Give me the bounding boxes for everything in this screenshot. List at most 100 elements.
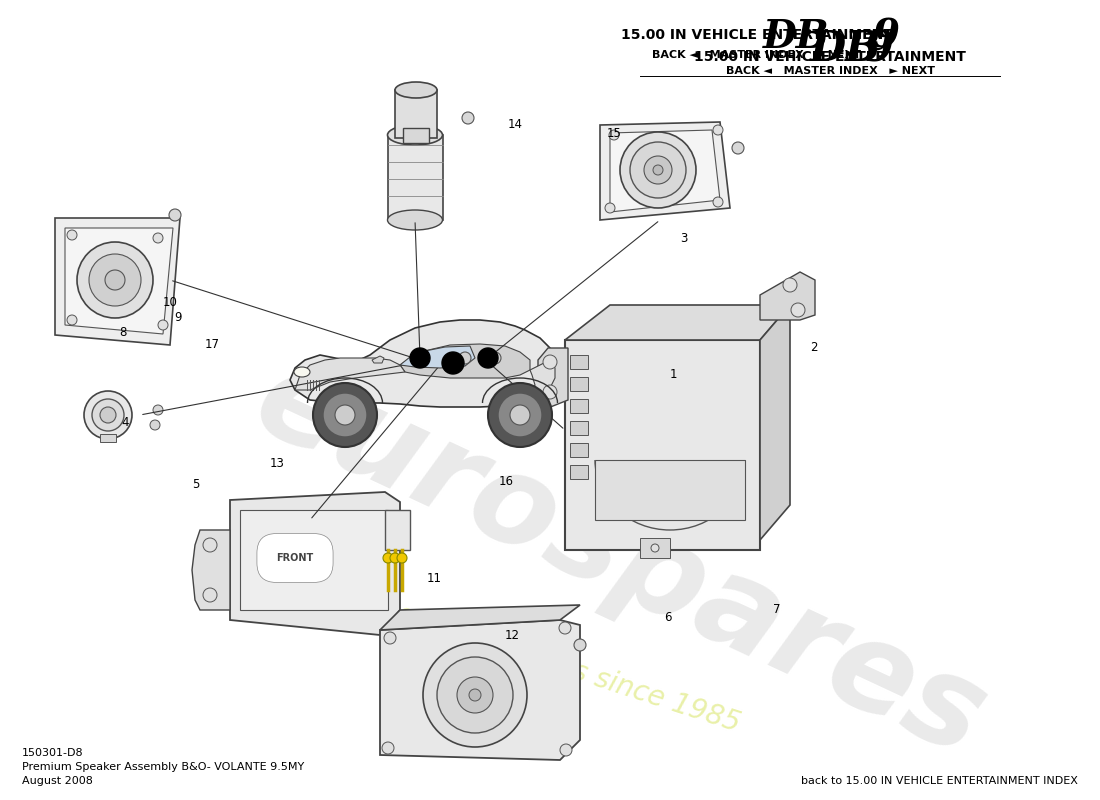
Circle shape <box>732 142 744 154</box>
Circle shape <box>437 657 513 733</box>
Polygon shape <box>379 605 580 630</box>
Circle shape <box>605 203 615 213</box>
Circle shape <box>77 242 153 318</box>
Text: 14: 14 <box>507 118 522 131</box>
Circle shape <box>104 270 125 290</box>
Text: 15.00 IN VEHICLE ENTERTAINMENT: 15.00 IN VEHICLE ENTERTAINMENT <box>694 50 966 64</box>
Text: August 2008: August 2008 <box>22 776 92 786</box>
Text: 150301-D8: 150301-D8 <box>22 748 84 758</box>
Circle shape <box>456 677 493 713</box>
Text: BACK ◄   MASTER INDEX   ► NEXT: BACK ◄ MASTER INDEX ► NEXT <box>652 50 861 60</box>
Polygon shape <box>55 218 180 345</box>
Polygon shape <box>290 320 560 407</box>
Bar <box>388 135 443 220</box>
Circle shape <box>384 632 396 644</box>
Text: 13: 13 <box>270 458 285 470</box>
Circle shape <box>478 348 498 368</box>
Bar <box>100 434 116 442</box>
Bar <box>385 510 410 550</box>
Circle shape <box>323 393 367 437</box>
Polygon shape <box>610 130 720 212</box>
Circle shape <box>574 639 586 651</box>
Text: 9: 9 <box>865 28 894 70</box>
Circle shape <box>153 233 163 243</box>
Polygon shape <box>760 272 815 320</box>
Circle shape <box>397 553 407 563</box>
Polygon shape <box>400 344 530 378</box>
Circle shape <box>100 407 116 423</box>
Text: Premium Speaker Assembly B&O- VOLANTE 9.5MY: Premium Speaker Assembly B&O- VOLANTE 9.… <box>22 762 305 772</box>
Circle shape <box>158 320 168 330</box>
Circle shape <box>644 156 672 184</box>
Polygon shape <box>295 358 405 390</box>
Circle shape <box>713 197 723 207</box>
Text: 16: 16 <box>498 475 514 488</box>
Text: FRONT: FRONT <box>276 553 314 563</box>
Circle shape <box>651 544 659 552</box>
Text: a passion for parts since 1985: a passion for parts since 1985 <box>337 582 744 738</box>
Polygon shape <box>565 305 790 340</box>
Circle shape <box>713 125 723 135</box>
Circle shape <box>791 303 805 317</box>
Circle shape <box>559 622 571 634</box>
Circle shape <box>336 405 355 425</box>
Polygon shape <box>538 348 568 408</box>
Text: 15.00 IN VEHICLE ENTERTAINMENT: 15.00 IN VEHICLE ENTERTAINMENT <box>621 28 893 42</box>
Bar <box>565 340 760 550</box>
Ellipse shape <box>387 210 442 230</box>
Text: 12: 12 <box>505 629 520 642</box>
Text: DB: DB <box>763 18 830 56</box>
Polygon shape <box>760 305 790 540</box>
Polygon shape <box>379 620 580 760</box>
Text: 6: 6 <box>664 611 671 624</box>
Circle shape <box>630 142 686 198</box>
Circle shape <box>560 744 572 756</box>
Text: 15: 15 <box>606 127 621 140</box>
Bar <box>595 460 745 520</box>
Circle shape <box>169 209 182 221</box>
Circle shape <box>442 352 464 374</box>
Circle shape <box>462 112 474 124</box>
Text: back to 15.00 IN VEHICLE ENTERTAINMENT INDEX: back to 15.00 IN VEHICLE ENTERTAINMENT I… <box>801 776 1078 786</box>
Text: 7: 7 <box>773 603 780 616</box>
Text: 4: 4 <box>122 416 129 429</box>
Circle shape <box>490 352 500 364</box>
Bar <box>570 355 589 369</box>
Polygon shape <box>600 122 730 220</box>
Bar <box>395 90 437 138</box>
Circle shape <box>469 689 481 701</box>
Circle shape <box>204 538 217 552</box>
Bar <box>570 377 589 391</box>
Text: 8: 8 <box>120 326 127 338</box>
Polygon shape <box>400 346 475 368</box>
Circle shape <box>510 405 530 425</box>
Circle shape <box>543 355 557 369</box>
Bar <box>640 538 670 558</box>
Polygon shape <box>65 228 173 334</box>
Circle shape <box>382 742 394 754</box>
Circle shape <box>653 165 663 175</box>
Text: 3: 3 <box>681 232 688 245</box>
Bar <box>240 510 388 610</box>
Text: 9: 9 <box>175 311 182 324</box>
Polygon shape <box>372 356 384 363</box>
Circle shape <box>314 383 377 447</box>
Text: 9: 9 <box>872 18 899 56</box>
Ellipse shape <box>387 125 442 145</box>
Text: 11: 11 <box>427 572 442 585</box>
Circle shape <box>67 230 77 240</box>
Ellipse shape <box>294 367 310 377</box>
Circle shape <box>383 553 393 563</box>
Circle shape <box>609 130 619 140</box>
Circle shape <box>543 385 557 399</box>
Circle shape <box>89 254 141 306</box>
Bar <box>403 128 429 143</box>
Circle shape <box>84 391 132 439</box>
Circle shape <box>488 383 552 447</box>
Text: eurospares: eurospares <box>236 338 1003 782</box>
Circle shape <box>498 393 542 437</box>
Bar <box>570 443 589 457</box>
Bar <box>570 465 589 479</box>
Text: 5: 5 <box>192 478 199 490</box>
Circle shape <box>67 315 77 325</box>
